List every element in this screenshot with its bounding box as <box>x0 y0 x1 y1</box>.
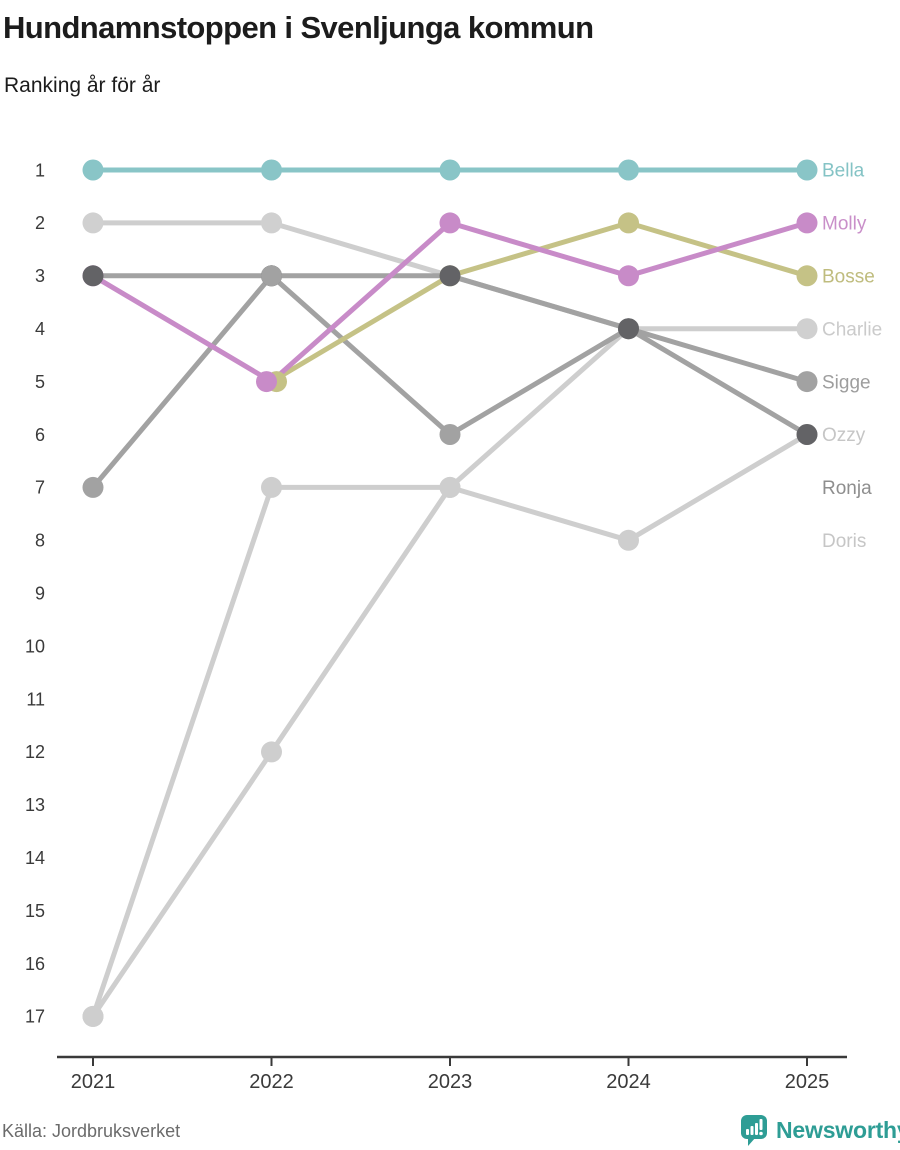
x-tick-label-2024: 2024 <box>606 1071 651 1093</box>
y-tick-label-12: 12 <box>25 742 45 762</box>
y-tick-label-17: 17 <box>25 1007 45 1027</box>
series-dot-charlie-2022 <box>261 212 282 234</box>
y-tick-label-8: 8 <box>35 531 45 551</box>
series-dot-bella-2023 <box>439 159 461 181</box>
series-dot-molly-2023 <box>439 212 461 234</box>
series-dot-bella-2021 <box>82 159 104 181</box>
series-dot-sigge-2023 <box>439 424 461 445</box>
series-dot-doris-2022 <box>261 741 282 763</box>
series-dot-molly-2022 <box>256 371 277 393</box>
series-dot-bosse-2024 <box>618 212 639 234</box>
series-label-bella: Bella <box>822 161 865 182</box>
series-label-ozzy: Ozzy <box>822 425 866 446</box>
series-line-ronja <box>93 273 809 437</box>
y-tick-label-3: 3 <box>35 266 45 286</box>
x-tick-label-2023: 2023 <box>428 1071 473 1093</box>
series-dot-ozzy-2022 <box>261 476 282 498</box>
series-dot-ronja-2021 <box>82 265 104 287</box>
series-dot-bella-2024 <box>618 159 639 181</box>
series-dot-ronja-2024 <box>618 318 639 340</box>
newsworthy-logo: Newsworthy <box>740 1114 900 1147</box>
y-tick-label-1: 1 <box>35 160 45 180</box>
newsworthy-wordmark: Newsworthy <box>776 1117 900 1143</box>
series-dot-sigge-2021 <box>82 476 104 498</box>
y-tick-label-10: 10 <box>25 636 45 656</box>
series-dot-molly-2025 <box>796 212 818 234</box>
series-label-sigge: Sigge <box>822 372 871 393</box>
y-tick-label-9: 9 <box>35 584 45 604</box>
series-label-bosse: Bosse <box>822 266 875 287</box>
series-line-doris <box>90 326 631 1018</box>
series-dot-ozzy-2021 <box>82 1005 104 1027</box>
series-dot-ronja-2023 <box>439 265 461 287</box>
series-label-molly: Molly <box>822 214 867 235</box>
series-dot-molly-2024 <box>618 265 639 287</box>
y-tick-label-6: 6 <box>35 425 45 445</box>
overlay-dot-2022-3 <box>261 265 282 287</box>
series-label-doris: Doris <box>822 531 866 552</box>
series-dot-charlie-2021 <box>82 212 104 234</box>
series-label-ronja: Ronja <box>822 478 872 499</box>
series-dot-bella-2025 <box>796 159 818 181</box>
series-dot-sigge-2025 <box>796 371 818 393</box>
x-tick-label-2022: 2022 <box>249 1071 294 1093</box>
x-tick-label-2025: 2025 <box>785 1071 830 1093</box>
y-tick-label-11: 11 <box>26 689 45 709</box>
y-tick-label-7: 7 <box>35 478 45 498</box>
y-tick-label-14: 14 <box>25 848 45 868</box>
series-dot-ozzy-2023 <box>439 476 461 498</box>
series-dot-charlie-2025 <box>796 318 818 340</box>
x-tick-label-2021: 2021 <box>71 1071 116 1093</box>
series-dot-bella-2022 <box>261 159 282 181</box>
series-dot-bosse-2025 <box>796 265 818 287</box>
newsworthy-icon <box>741 1115 767 1146</box>
source-note: Källa: Jordbruksverket <box>2 1121 181 1141</box>
y-tick-label-16: 16 <box>25 954 45 974</box>
series-dot-ronja-2025 <box>796 424 818 445</box>
y-tick-label-15: 15 <box>25 901 45 921</box>
chart-subtitle: Ranking år för år <box>4 74 161 97</box>
series-line-ozzy <box>90 432 809 1018</box>
series-line-sigge <box>91 273 808 490</box>
y-tick-label-2: 2 <box>35 213 45 233</box>
y-tick-label-13: 13 <box>25 795 45 815</box>
series-label-charlie: Charlie <box>822 319 882 340</box>
page-title: Hundnamnstoppen i Svenljunga kommun <box>3 10 594 45</box>
series-dot-ozzy-2024 <box>618 529 639 551</box>
y-tick-label-5: 5 <box>35 372 45 392</box>
y-tick-label-4: 4 <box>35 319 45 339</box>
